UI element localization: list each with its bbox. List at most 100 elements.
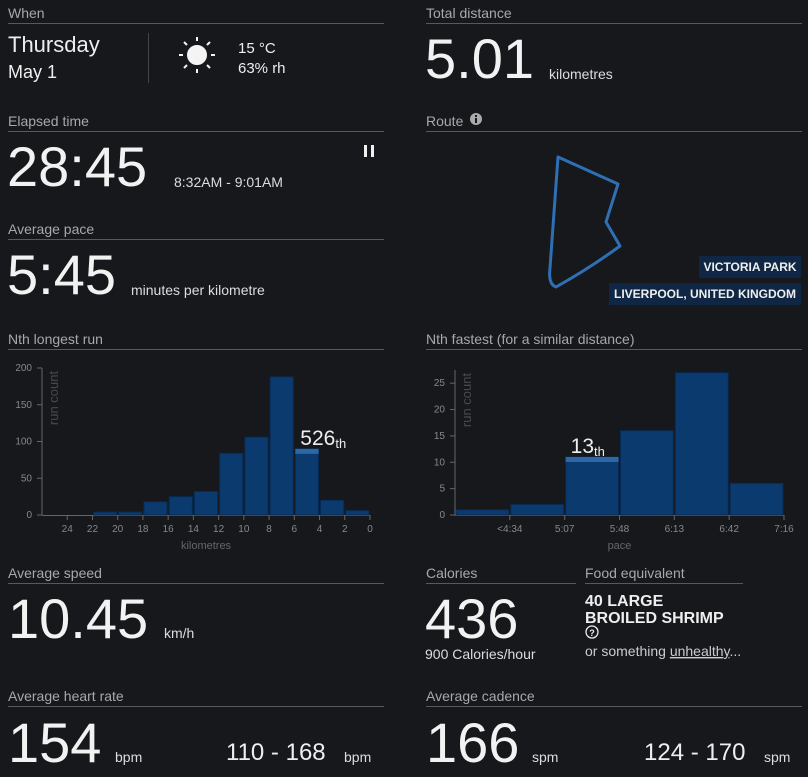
header: Elapsed time (8, 113, 89, 129)
bar (118, 511, 143, 516)
x-tick-label: 6:13 (665, 524, 685, 535)
calories-value: 436 (425, 587, 518, 650)
bar-highlight (565, 457, 619, 462)
food-line: 40 LARGE (585, 593, 664, 610)
y-tick-label: 0 (439, 510, 445, 521)
bar (320, 499, 345, 516)
y-tick-label: 25 (434, 378, 446, 389)
rank-suffix: th (335, 436, 346, 451)
x-tick-label: 20 (112, 524, 124, 535)
header: Average pace (8, 221, 94, 237)
label-box (609, 283, 801, 305)
elapsed-value: 28:45 (7, 135, 147, 198)
x-tick-label: <4:34 (497, 524, 523, 535)
heart-unit: bpm (115, 749, 142, 765)
pace-unit: minutes per kilometre (131, 282, 265, 298)
headers: When Total distance Elapsed time Route A… (8, 5, 802, 707)
header: Nth fastest (for a similar distance) (426, 331, 635, 347)
heart-range: 110 - 168 (226, 739, 326, 766)
more-suffix: ... (730, 643, 742, 659)
more-link[interactable]: unhealthy (670, 643, 731, 659)
city-label: LIVERPOOL, UNITED KINGDOM (614, 287, 796, 301)
bar (168, 496, 193, 516)
x-tick-label: 14 (188, 524, 200, 535)
cadence-range: 124 - 170 (644, 739, 745, 766)
day: Thursday (8, 32, 100, 57)
y-tick-label: 15 (434, 431, 446, 442)
x-tick-label: 12 (213, 524, 225, 535)
distance-value: 5.01 (425, 27, 534, 90)
bar (219, 452, 244, 516)
help-icon[interactable]: ? (585, 625, 599, 639)
bar (345, 510, 370, 516)
pace-value: 5:45 (7, 243, 116, 306)
bar (510, 503, 565, 516)
x-axis-label: kilometres (181, 540, 232, 552)
speed-value: 10.45 (8, 587, 148, 650)
calories-rate: 900 Calories/hour (425, 646, 536, 662)
pause-button[interactable] (364, 145, 374, 157)
cadence-unit: spm (532, 749, 558, 765)
header: Total distance (426, 5, 512, 21)
date: May 1 (8, 62, 57, 82)
x-tick-label: 6 (292, 524, 298, 535)
x-tick-label: 18 (137, 524, 149, 535)
bar (620, 430, 674, 516)
bar (92, 511, 118, 516)
x-tick-label: 10 (238, 524, 250, 535)
elapsed-range: 8:32AM - 9:01AM (174, 174, 283, 190)
header: Route (426, 113, 464, 129)
park-label: VICTORIA PARK (703, 260, 796, 274)
bar (565, 456, 620, 516)
more-prefix: or something (585, 643, 670, 659)
speed-unit: km/h (164, 625, 194, 641)
x-tick-label: 2 (342, 524, 348, 535)
rank-annotation: 526th (300, 427, 346, 451)
food-more: or something unhealthy... (585, 643, 741, 659)
header: Average speed (8, 565, 102, 581)
rank-suffix: th (594, 444, 605, 459)
x-tick-label: 22 (87, 524, 99, 535)
label-box (699, 256, 801, 278)
food-line: BROILED SHRIMP (585, 610, 724, 627)
bar (143, 501, 168, 516)
humidity: 63% rh (238, 60, 286, 77)
heart-range-unit: bpm (344, 749, 371, 765)
header: Calories (426, 565, 477, 581)
y-tick-label: 200 (15, 363, 32, 374)
x-axis-label: pace (608, 540, 632, 552)
rank-annotation: 13th (571, 435, 605, 459)
y-tick-label: 100 (15, 437, 32, 448)
x-tick-label: 16 (163, 524, 175, 535)
y-tick-label: 5 (439, 484, 445, 495)
x-tick-label: 4 (317, 524, 323, 535)
x-tick-label: 7:16 (774, 524, 794, 535)
temperature: 15 °C (238, 40, 276, 57)
heart-value: 154 (8, 711, 101, 774)
bar (193, 490, 219, 516)
cadence-value: 166 (426, 711, 519, 774)
rate: 900 (425, 646, 449, 662)
x-tick-label: 5:07 (555, 524, 575, 535)
distance-unit: kilometres (549, 66, 613, 82)
bar (674, 372, 729, 516)
x-tick-label: 24 (62, 524, 74, 535)
bar (269, 376, 294, 516)
y-axis-label: run count (46, 371, 61, 426)
y-tick-label: 50 (21, 473, 33, 484)
info-icon[interactable] (470, 113, 482, 125)
header: Nth longest run (8, 331, 103, 347)
header: Average heart rate (8, 688, 124, 704)
x-tick-label: 8 (266, 524, 272, 535)
help-text: ? (589, 628, 595, 638)
rate-unit: Calories/hour (452, 646, 536, 662)
header: Average cadence (426, 688, 535, 704)
rank: 526 (300, 427, 335, 450)
y-axis-label: run count (459, 373, 474, 428)
y-tick-label: 20 (434, 405, 446, 416)
y-tick-label: 0 (26, 510, 32, 521)
x-tick-label: 5:48 (610, 524, 630, 535)
x-tick-label: 6:42 (719, 524, 739, 535)
route-path (548, 155, 622, 289)
